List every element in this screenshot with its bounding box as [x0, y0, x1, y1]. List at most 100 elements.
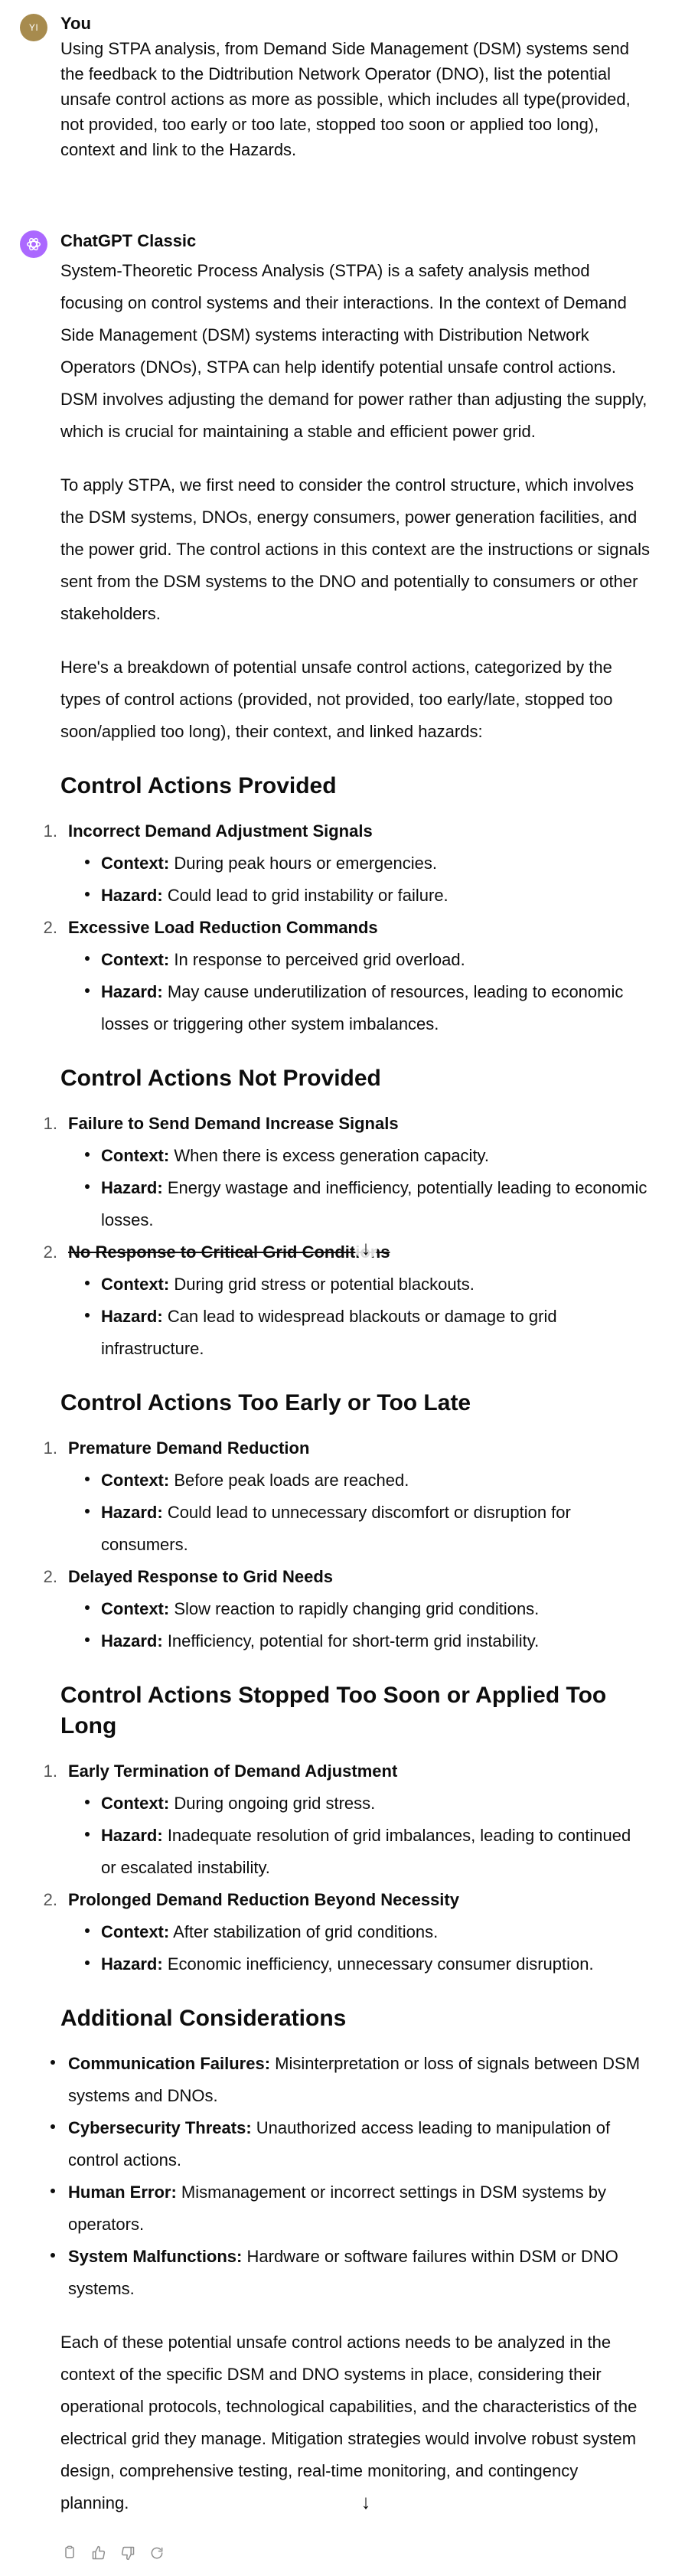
bullet-dot [51, 2189, 55, 2193]
control-action-title: Excessive Load Reduction Commands [68, 918, 378, 937]
assistant-message-body: System-Theoretic Process Analysis (STPA)… [44, 255, 650, 2541]
consideration-text: Unauthorized access leading to manipulat… [68, 2118, 611, 2170]
bullet-dot [51, 2253, 55, 2258]
hazard-detail-text: May cause underutilization of resources,… [101, 982, 624, 1033]
copy-svg [65, 2545, 74, 2558]
context-detail: Context: When there is excess generation… [68, 1140, 650, 1172]
control-action-item: 1. Failure to Send Demand Increase Signal… [44, 1108, 650, 1236]
bullet-dot [85, 956, 90, 961]
hazard-detail: Hazard: Energy wastage and inefficiency,… [68, 1172, 650, 1236]
context-detail-text: After stabilization of grid conditions. [173, 1922, 439, 1941]
list-number: 2. [43, 1242, 57, 1262]
control-action-details: Context: In response to perceived grid o… [68, 944, 650, 1040]
thumbs-up-svg [92, 2545, 106, 2560]
bullet-dot [85, 1509, 90, 1513]
context-detail-label: Context: [101, 1146, 170, 1165]
arrow-down-icon[interactable]: ↓ [354, 2490, 377, 2513]
hazard-detail-text: Inefficiency, potential for short-term g… [167, 1631, 540, 1650]
context-detail-text: During grid stress or potential blackout… [174, 1275, 475, 1294]
user-avatar: YI [20, 14, 47, 41]
context-detail-label: Context: [101, 1599, 170, 1618]
bullet-dot [85, 1961, 90, 1965]
regenerate-icon[interactable] [148, 2544, 166, 2562]
arrow-down-icon[interactable]: ↓ [354, 1236, 377, 1259]
consideration-item: Human Error: Mismanagement or incorrect … [51, 2176, 650, 2241]
user-message-text: Using STPA analysis, from Demand Side Ma… [60, 39, 631, 159]
hazard-detail: Hazard: May cause underutilization of re… [68, 976, 650, 1040]
section-heading: Control Actions Too Early or Too Late [60, 1390, 471, 1415]
section-heading: Control Actions Provided [60, 773, 337, 798]
context-detail: Context: During peak hours or emergencie… [68, 847, 650, 880]
bullet-dot [85, 1637, 90, 1642]
hazard-detail-text: Economic inefficiency, unnecessary consu… [167, 1954, 594, 1974]
context-detail: Context: After stabilization of grid con… [68, 1916, 650, 1948]
consideration-text: Mismanagement or incorrect settings in D… [68, 2183, 606, 2234]
consideration-item: Cybersecurity Threats: Unauthorized acce… [51, 2112, 650, 2176]
consideration-label: Cybersecurity Threats: [68, 2118, 252, 2137]
consideration-text: Misinterpretation or loss of signals bet… [68, 2054, 641, 2105]
thumbs-down-svg [121, 2546, 135, 2561]
context-detail-label: Context: [101, 1275, 170, 1294]
bullet-dot [85, 988, 90, 993]
bullet-dot [85, 1281, 90, 1285]
list-number: 2. [43, 1567, 57, 1586]
consideration-text: Hardware or software failures within DSM… [68, 2247, 618, 2298]
control-action-title: Early Termination of Demand Adjustment [68, 1761, 398, 1781]
context-detail: Context: In response to perceived grid o… [68, 944, 650, 976]
bullet-dot [85, 1832, 90, 1837]
hazard-detail-label: Hazard: [101, 1826, 163, 1845]
additional-considerations-list: Communication Failures: Misinterpretatio… [51, 2048, 650, 2305]
hazard-detail-label: Hazard: [101, 1503, 163, 1522]
control-action-details: Context: During ongoing grid stress. Haza… [68, 1788, 650, 1884]
bullet-dot [85, 1605, 90, 1610]
control-action-item: 2. Prolonged Demand Reduction Beyond Nece… [44, 1884, 650, 1980]
intro-paragraph: System-Theoretic Process Analysis (STPA)… [60, 261, 647, 441]
context-detail-label: Context: [101, 950, 170, 969]
control-action-details: Context: Before peak loads are reached. H… [68, 1464, 650, 1561]
context-detail-label: Context: [101, 854, 170, 873]
hazard-detail: Hazard: Can lead to widespread blackouts… [68, 1301, 650, 1365]
consideration-label: System Malfunctions: [68, 2247, 243, 2266]
control-action-item: 1. Premature Demand Reduction Context: Bef… [44, 1432, 650, 1561]
control-action-details: Context: During grid stress or potential… [68, 1268, 650, 1365]
openai-logo-svg [27, 237, 41, 251]
control-action-title: Incorrect Demand Adjustment Signals [68, 821, 373, 841]
control-action-title: Failure to Send Demand Increase Signals [68, 1114, 399, 1133]
control-action-details: Context: Slow reaction to rapidly changi… [68, 1593, 650, 1657]
consideration-item: System Malfunctions: Hardware or softwar… [51, 2241, 650, 2305]
sections-container: Control Actions Provided 1. Incorrect Dema… [44, 771, 650, 1980]
bullet-dot [51, 2060, 55, 2065]
thumbs-down-icon[interactable] [119, 2544, 137, 2562]
list-number: 2. [43, 1890, 57, 1909]
control-action-list: 1. Failure to Send Demand Increase Signal… [44, 1108, 650, 1365]
bullet-dot [85, 892, 90, 896]
hazard-detail: Hazard: Economic inefficiency, unnecessa… [68, 1948, 650, 1980]
hazard-detail-label: Hazard: [101, 1954, 163, 1974]
context-detail-text: Slow reaction to rapidly changing grid c… [174, 1599, 540, 1618]
context-detail-text: During ongoing grid stress. [174, 1794, 376, 1813]
control-action-item: 2. Excessive Load Reduction Commands Conte… [44, 912, 650, 1040]
openai-logo-icon [20, 230, 47, 258]
consideration-label: Human Error: [68, 2183, 177, 2202]
bullet-dot [85, 1477, 90, 1481]
bullet-dot [85, 1184, 90, 1189]
list-number: 1. [43, 1114, 57, 1133]
copy-icon[interactable] [60, 2544, 79, 2562]
hazard-detail-label: Hazard: [101, 886, 163, 905]
hazard-detail: Hazard: Could lead to grid instability o… [68, 880, 650, 912]
control-action-list: 1. Incorrect Demand Adjustment Signals Con… [44, 815, 650, 1040]
control-action-details: Context: During peak hours or emergencie… [68, 847, 650, 912]
hazard-detail-label: Hazard: [101, 982, 163, 1001]
section-heading: Control Actions Stopped Too Soon or Appl… [60, 1683, 607, 1739]
regenerate-svg [151, 2547, 163, 2559]
thumbs-up-icon[interactable] [90, 2544, 108, 2562]
hazard-detail-label: Hazard: [101, 1178, 163, 1197]
bullet-dot [85, 1152, 90, 1157]
control-action-item: 1. Early Termination of Demand Adjustment… [44, 1755, 650, 1884]
hazard-detail: Hazard: Inefficiency, potential for shor… [68, 1625, 650, 1657]
hazard-detail-text: Could lead to unnecessary discomfort or … [101, 1503, 571, 1554]
context-detail-label: Context: [101, 1794, 170, 1813]
list-number: 1. [43, 1761, 57, 1781]
section-heading: Additional Considerations [60, 2006, 347, 2031]
context-detail: Context: During ongoing grid stress. [68, 1788, 650, 1820]
